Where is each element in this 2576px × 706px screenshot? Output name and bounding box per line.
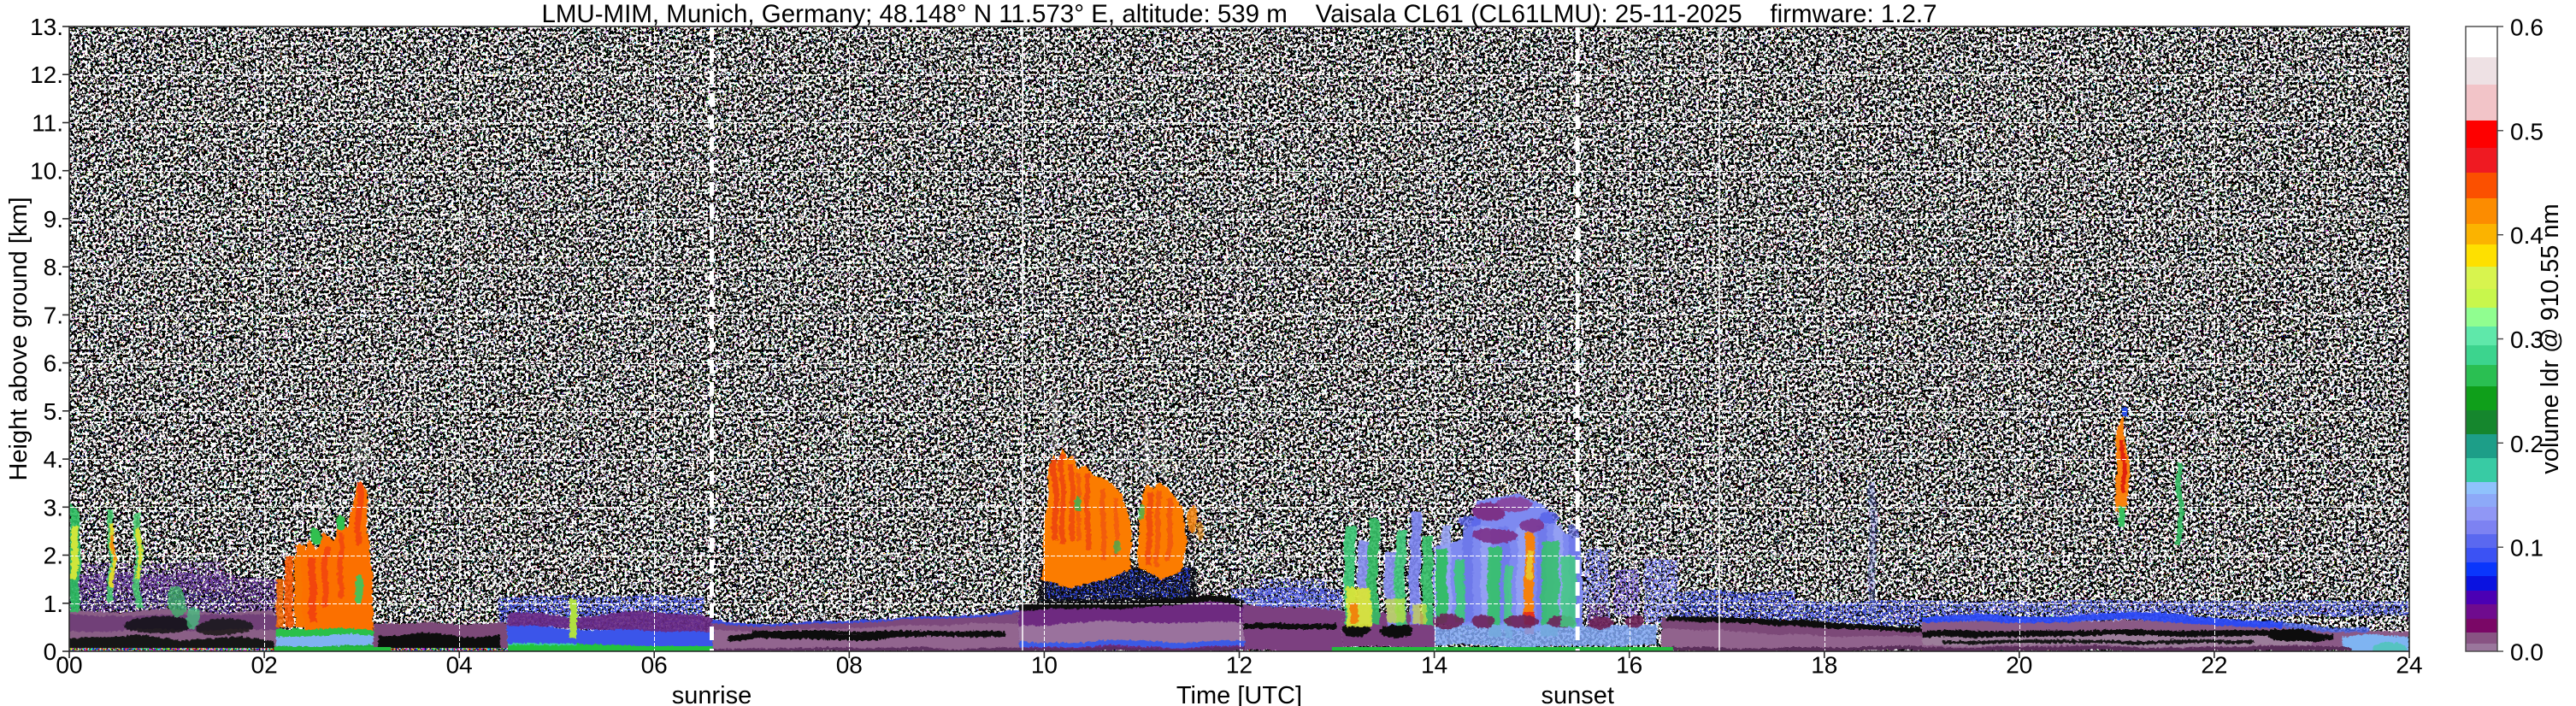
svg-text:1.: 1. bbox=[44, 591, 63, 617]
svg-text:24: 24 bbox=[2396, 652, 2422, 679]
svg-text:0.0: 0.0 bbox=[2510, 639, 2544, 666]
svg-text:sunrise: sunrise bbox=[672, 682, 752, 706]
svg-text:Height above ground [km]: Height above ground [km] bbox=[5, 197, 32, 480]
svg-text:7.: 7. bbox=[44, 302, 63, 328]
svg-text:10: 10 bbox=[1031, 652, 1058, 679]
svg-text:0.1: 0.1 bbox=[2510, 535, 2544, 562]
svg-text:4.: 4. bbox=[44, 446, 63, 473]
svg-text:04: 04 bbox=[446, 652, 473, 679]
svg-text:0.6: 0.6 bbox=[2510, 15, 2544, 41]
svg-text:0.3: 0.3 bbox=[2510, 327, 2544, 353]
svg-text:10.: 10. bbox=[30, 158, 63, 185]
svg-text:2.: 2. bbox=[44, 543, 63, 569]
svg-text:06: 06 bbox=[641, 652, 668, 679]
svg-text:00: 00 bbox=[56, 652, 82, 679]
svg-text:12: 12 bbox=[1226, 652, 1253, 679]
svg-text:13.: 13. bbox=[30, 14, 63, 40]
svg-text:sunset: sunset bbox=[1541, 682, 1613, 706]
svg-text:20: 20 bbox=[2006, 652, 2032, 679]
svg-text:18: 18 bbox=[1811, 652, 1837, 679]
svg-text:0.4: 0.4 bbox=[2510, 222, 2544, 249]
svg-text:5.: 5. bbox=[44, 398, 63, 425]
svg-text:16: 16 bbox=[1616, 652, 1642, 679]
svg-text:8.: 8. bbox=[44, 254, 63, 280]
svg-text:0.5: 0.5 bbox=[2510, 118, 2544, 144]
svg-text:volume ldr @ 910.55 nm: volume ldr @ 910.55 nm bbox=[2537, 203, 2564, 474]
svg-text:3.: 3. bbox=[44, 494, 63, 521]
svg-text:LMU-MIM, Munich, Germany; 48.1: LMU-MIM, Munich, Germany; 48.148° N 11.5… bbox=[541, 0, 1936, 28]
svg-text:Time [UTC]: Time [UTC] bbox=[1176, 682, 1302, 706]
svg-text:14: 14 bbox=[1421, 652, 1447, 679]
svg-text:02: 02 bbox=[251, 652, 278, 679]
svg-text:12.: 12. bbox=[30, 62, 63, 88]
svg-text:9.: 9. bbox=[44, 206, 63, 232]
svg-text:6.: 6. bbox=[44, 350, 63, 377]
svg-text:0.2: 0.2 bbox=[2510, 431, 2544, 457]
svg-text:0.: 0. bbox=[44, 638, 63, 665]
svg-text:11.: 11. bbox=[32, 110, 63, 137]
svg-text:22: 22 bbox=[2201, 652, 2227, 679]
svg-text:08: 08 bbox=[836, 652, 863, 679]
